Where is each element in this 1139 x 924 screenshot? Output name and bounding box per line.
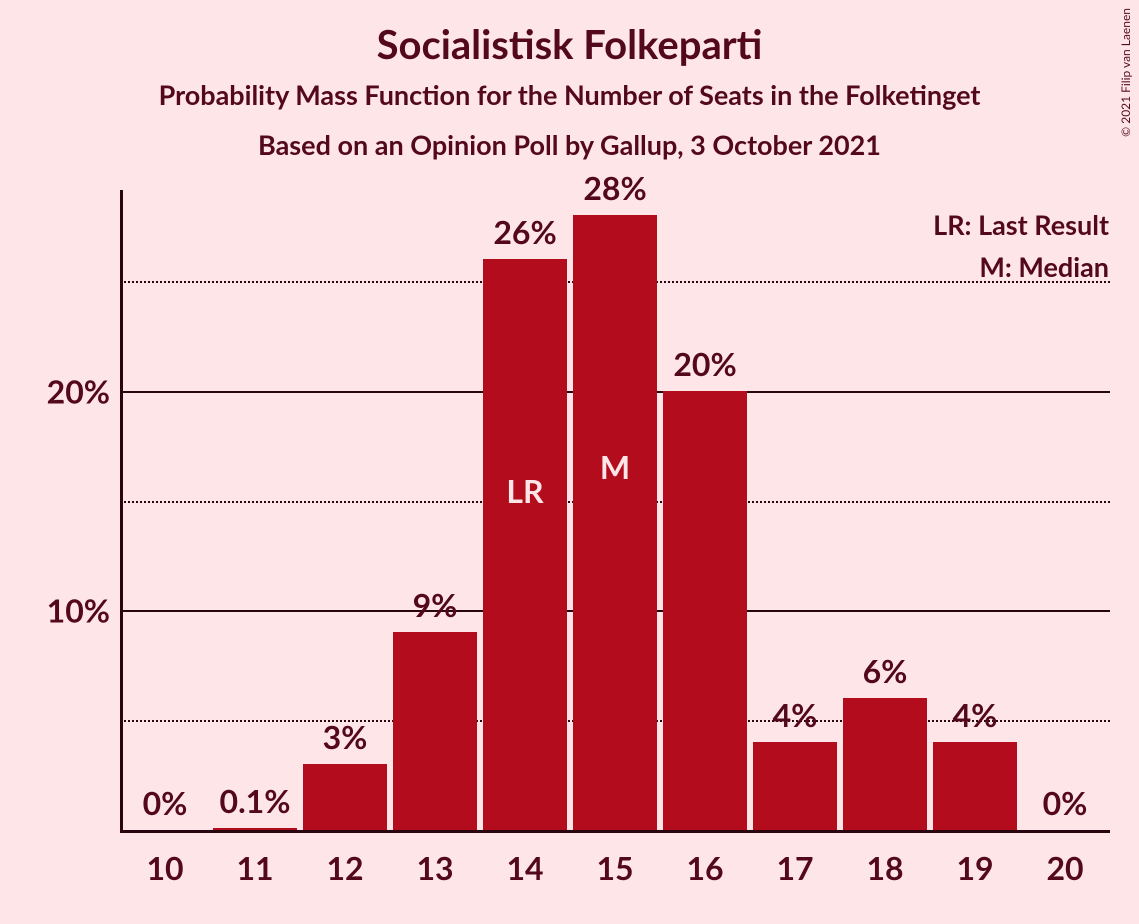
x-tick-label: 10 [146, 848, 183, 887]
bar [753, 742, 838, 830]
bar-value-label: 0.1% [220, 781, 291, 820]
bar [843, 698, 928, 830]
y-axis [120, 190, 123, 830]
bar-value-label: 20% [673, 344, 736, 383]
x-tick-label: 11 [236, 848, 273, 887]
bar-value-label: 26% [493, 212, 556, 251]
x-axis [120, 830, 1110, 833]
bar [933, 742, 1018, 830]
chart-plot-area: 10%20%0%100.1%113%129%1326%LR1428%M1520%… [120, 204, 1110, 830]
bar [213, 828, 298, 830]
bar [663, 391, 748, 830]
bar-value-label: 0% [1043, 783, 1088, 822]
x-tick-label: 19 [956, 848, 993, 887]
bar-value-label: 3% [323, 717, 368, 756]
chart-subtitle-1: Probability Mass Function for the Number… [0, 78, 1139, 111]
bar-marker-median: M [600, 447, 630, 486]
x-tick-label: 16 [686, 848, 723, 887]
bar [393, 632, 478, 830]
bar-value-label: 0% [143, 783, 188, 822]
x-tick-label: 13 [416, 848, 453, 887]
bar-value-label: 6% [863, 651, 908, 690]
x-tick-label: 14 [506, 848, 543, 887]
chart-subtitle-2: Based on an Opinion Poll by Gallup, 3 Oc… [0, 128, 1139, 161]
bar-marker-last-result: LR [506, 471, 543, 510]
bar-value-label: 9% [413, 585, 458, 624]
bar [573, 215, 658, 830]
y-tick-label: 20% [25, 371, 110, 410]
x-tick-label: 20 [1046, 848, 1083, 887]
bar-value-label: 4% [953, 695, 998, 734]
x-tick-label: 15 [596, 848, 633, 887]
x-tick-label: 12 [326, 848, 363, 887]
bar-value-label: 4% [773, 695, 818, 734]
chart-canvas: © 2021 Filip van Laenen Socialistisk Fol… [0, 0, 1139, 924]
x-tick-label: 18 [866, 848, 903, 887]
y-tick-label: 10% [25, 591, 110, 630]
x-tick-label: 17 [776, 848, 813, 887]
chart-title: Socialistisk Folkeparti [0, 20, 1139, 68]
bar [483, 259, 568, 830]
bar-value-label: 28% [583, 168, 646, 207]
bar [303, 764, 388, 830]
